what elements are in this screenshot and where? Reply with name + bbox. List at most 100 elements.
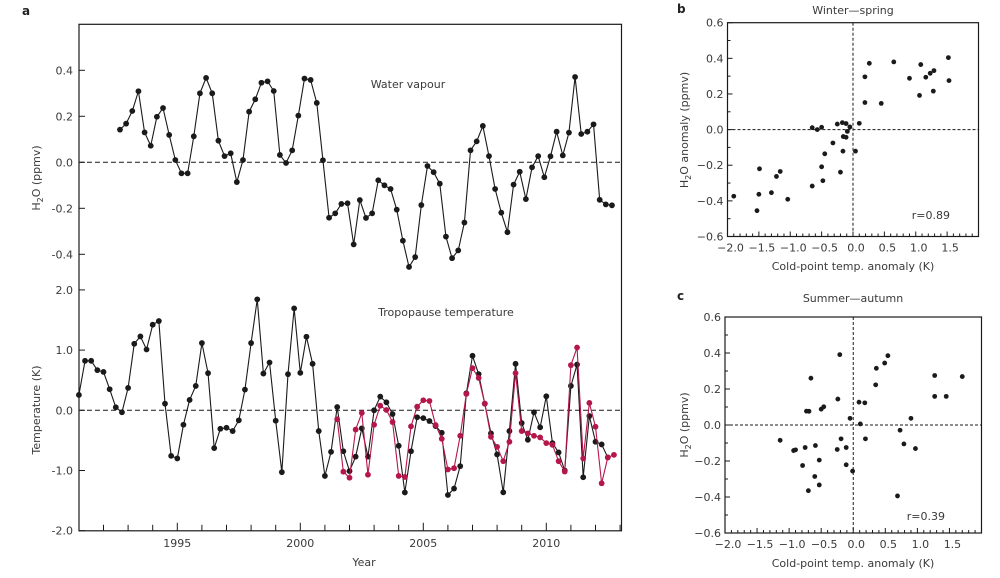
water-vapour-point [147, 142, 154, 149]
panel-c-point [837, 352, 843, 358]
temperature-black-point [106, 386, 113, 393]
water-vapour-point [455, 247, 462, 254]
temperature-black-point [272, 417, 279, 424]
temperature-black-point [119, 409, 125, 416]
temperature-black-point [524, 436, 531, 443]
temperature-black-point [180, 421, 187, 428]
temperature-red-point [383, 407, 390, 413]
panel-c-point [834, 447, 840, 452]
panel-c-point [802, 445, 808, 450]
panel-b-point [809, 125, 815, 131]
temperature-black-point [457, 463, 464, 470]
temperature-red-point [611, 451, 617, 458]
panel-c-point [813, 443, 818, 448]
temperature-red-point [365, 471, 371, 478]
panel-c-point [856, 399, 862, 405]
water-vapour-point [443, 233, 449, 240]
temperature-red-point [580, 455, 587, 462]
panel-b-x-tick-label: 1.0 [910, 242, 928, 255]
panel-a: a 0.4 0.2 0.0 -0.2 -0.4 Water vapour H2O (pp… [22, 4, 623, 569]
temperature-red-point [592, 423, 599, 430]
temperature-black-point [205, 370, 211, 377]
temperature-black-point [162, 400, 168, 407]
panel-b-correlation: r=0.89 [912, 209, 950, 222]
water-vapour-point [233, 179, 240, 185]
panel-b-y-tick-label: 0.6 [706, 17, 724, 30]
temperature-black-point [506, 428, 513, 434]
water-vapour-point [350, 241, 357, 248]
water-vapour-point [184, 170, 191, 177]
panel-c-point [863, 436, 868, 442]
water-vapour-point [375, 177, 382, 184]
panel-b-point [809, 183, 815, 189]
water-vapour-point [320, 157, 326, 164]
water-vapour-point [516, 168, 523, 175]
temperature-black-point [229, 428, 236, 434]
temperature-black-point [518, 420, 525, 426]
water-vapour-point [547, 153, 554, 160]
temperature-red-point [426, 398, 433, 404]
temperature-red-point [346, 474, 353, 481]
temperature-black-point [186, 397, 193, 403]
temperature-subplot: 2.0 1.0 0.0 -1.0 -2.0 1995 2000 2005 2010 Tropo… [30, 284, 622, 569]
panel-b-y-tick-label: −0.2 [697, 159, 724, 172]
panel-b-plot: 0.6 0.4 0.2 0.0 −0.2 −0.4 −0.6−2.0 −1.5 −1.0 −0.5… [697, 17, 980, 255]
panel-b-point [923, 74, 929, 80]
water-vapour-point [276, 152, 283, 158]
temperature-black-line [78, 299, 609, 497]
water-vapour-y-axis-label: H2O (ppmv) [30, 145, 45, 210]
temperature-black-point [346, 468, 353, 475]
panel-c: c Summer—autumn 0.6 0.4 0.2 0.0 −0.2 −0.4 −0.6… [677, 289, 983, 570]
panel-c-y-axis-label: H2O (ppmv) [678, 392, 693, 457]
panel-b-x-tick-label: −0.5 [811, 242, 838, 255]
panel-b-point [917, 92, 922, 98]
temperature-red-point [432, 422, 439, 428]
temperature-black-point [211, 445, 218, 452]
panel-b-point [785, 196, 791, 202]
temperature-red-point [568, 362, 574, 369]
panel-c-point [882, 360, 888, 366]
temperature-black-point [303, 333, 310, 340]
temperature-red-point [395, 473, 402, 479]
water-vapour-point [209, 90, 216, 97]
panel-b-y-axis-label: H2O anomaly (ppmv) [678, 72, 693, 188]
y-tick-label: 0.0 [56, 156, 74, 169]
ylabel-h: H [678, 449, 691, 457]
temperature-red-point [543, 440, 550, 447]
temperature-red-point [537, 434, 544, 441]
water-vapour-point [424, 163, 431, 169]
water-vapour-point [486, 153, 492, 159]
temperature-red-point [408, 423, 414, 430]
temperature-red-point [445, 466, 451, 473]
temperature-red-line [336, 347, 615, 484]
panel-c-point [808, 375, 814, 381]
panel-a-letter: a [22, 4, 30, 18]
water-vapour-point [301, 75, 308, 82]
water-vapour-point [289, 147, 296, 154]
water-vapour-point [473, 138, 480, 145]
panel-b-x-tick-label: 0.0 [847, 242, 865, 255]
ylabel-h: H [30, 202, 43, 210]
temperature-red-point [512, 370, 519, 377]
panel-c-point [800, 463, 805, 468]
panel-c-y-tick-label: −0.4 [694, 491, 721, 504]
temperature-black-point [94, 367, 101, 374]
panel-b-point [838, 169, 843, 175]
temperature-black-point [500, 489, 507, 496]
water-vapour-point [418, 202, 425, 208]
panel-b-x-tick-label: 1.5 [941, 242, 959, 255]
water-vapour-point [578, 131, 585, 137]
temperature-black-point [401, 489, 408, 496]
water-vapour-point [172, 157, 179, 163]
panel-c-point [862, 400, 868, 406]
panel-b-point [843, 134, 849, 140]
temperature-red-group [334, 344, 617, 487]
temperature-black-point [125, 385, 131, 391]
panel-b-point [847, 124, 853, 130]
temperature-black-point [291, 305, 298, 312]
panel-c-point [843, 462, 849, 468]
temperature-black-point [389, 411, 396, 417]
water-vapour-point [153, 113, 160, 120]
panel-c-point [959, 374, 965, 379]
panel-b: b Winter—spring 0.6 0.4 0.2 0.0 −0.2 −0.4 −0.6… [677, 2, 980, 273]
